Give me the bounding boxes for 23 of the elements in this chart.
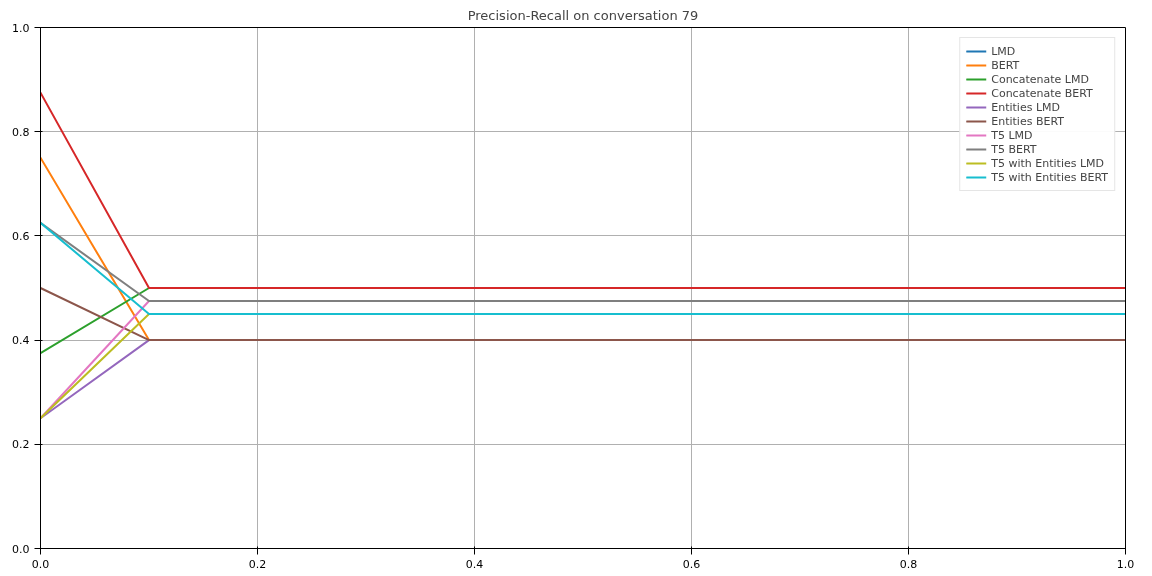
legend-label: T5 with Entities BERT — [991, 170, 1108, 184]
legend-label: T5 BERT — [991, 142, 1037, 156]
y-tick-label: 0.8 — [12, 125, 30, 139]
x-tick-label: 0.2 — [248, 557, 267, 571]
x-tick-label: 1.0 — [1116, 557, 1135, 571]
legend-label: Concatenate BERT — [991, 86, 1093, 100]
legend-label: T5 with Entities LMD — [991, 156, 1105, 170]
x-tick-label: 0.0 — [31, 557, 50, 571]
legend-label: Entities BERT — [991, 114, 1064, 128]
chart-title: Precision-Recall on conversation 79 — [467, 7, 699, 23]
y-tick-label: 0.2 — [12, 438, 30, 452]
y-tick-label: 1.0 — [12, 21, 30, 35]
x-tick-label: 0.6 — [682, 557, 701, 571]
y-tick-label: 0.4 — [12, 334, 30, 348]
x-tick-label: 0.8 — [899, 557, 918, 571]
legend-label: Entities LMD — [991, 100, 1060, 114]
y-tick-label: 0.6 — [12, 229, 30, 243]
legend-label: Concatenate LMD — [991, 72, 1089, 86]
y-tick-label: 0.0 — [12, 542, 30, 556]
legend-label: LMD — [991, 44, 1016, 58]
legend-label: BERT — [991, 58, 1020, 72]
legend-label: T5 LMD — [991, 128, 1033, 142]
x-tick-label: 0.4 — [465, 557, 484, 571]
